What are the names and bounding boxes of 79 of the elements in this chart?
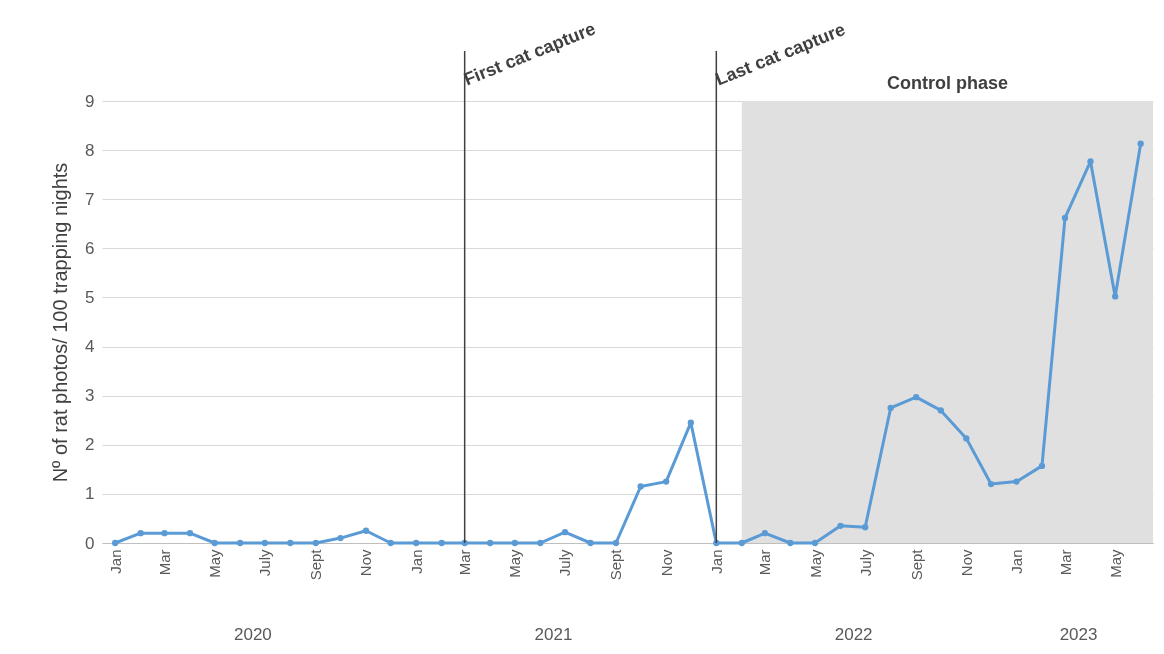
point <box>1013 478 1020 485</box>
point <box>537 539 544 547</box>
y-axis-title: Nº of rat photos/ 100 trapping nights <box>49 162 72 483</box>
point <box>487 539 494 547</box>
x-tick-label: Mar <box>156 549 173 576</box>
point <box>237 539 244 547</box>
point <box>912 393 920 401</box>
point <box>186 530 194 537</box>
x-tick-label: Nov <box>657 549 675 577</box>
y-tick-label: 6 <box>85 238 95 258</box>
point <box>637 483 644 490</box>
point <box>312 539 319 547</box>
y-tick-label: 0 <box>85 533 95 553</box>
x-tick-label: May <box>1106 549 1124 578</box>
point <box>1137 140 1144 147</box>
point <box>587 539 594 547</box>
x-tick-label: Nov <box>957 549 975 577</box>
y-tick-label: 8 <box>85 140 95 160</box>
point <box>337 534 344 542</box>
point <box>1112 293 1119 300</box>
x-tick-label: Jan <box>707 549 725 574</box>
x-tick-label: July <box>556 549 574 577</box>
point <box>261 539 268 547</box>
point <box>112 539 119 547</box>
x-tick-label: May <box>806 549 824 578</box>
x-tick-label: Jan <box>407 549 425 574</box>
x-tick-label: Mar <box>1056 549 1074 576</box>
point <box>937 407 944 414</box>
point <box>1038 462 1046 470</box>
x-tick-label: Mar <box>756 549 774 576</box>
y-tick-label: 2 <box>85 435 95 455</box>
point <box>211 539 218 547</box>
point <box>811 539 819 547</box>
point <box>662 478 670 485</box>
x-tick-label: Sept <box>307 548 325 581</box>
text: 2021 <box>534 625 573 644</box>
point <box>287 539 294 547</box>
band-label: Control phase <box>886 73 1008 93</box>
text: 2020 <box>233 625 272 644</box>
x-tick-label: Sept <box>607 548 625 581</box>
point <box>963 435 970 442</box>
point <box>687 419 694 426</box>
y-tick-label: 5 <box>85 287 95 307</box>
x-tick-label: Jan <box>1007 549 1025 574</box>
point <box>161 530 168 537</box>
y-tick-label: 7 <box>85 189 95 209</box>
text: 2022 <box>834 625 873 644</box>
x-tick-label: Nov <box>357 549 375 577</box>
y-tick-label: 9 <box>85 91 95 111</box>
x-tick-label: May <box>506 549 524 578</box>
point <box>412 539 420 547</box>
x-tick-label: Mar <box>456 549 474 576</box>
point <box>511 539 518 547</box>
y-tick-label: 1 <box>85 484 95 504</box>
point <box>612 539 620 547</box>
point <box>738 539 745 547</box>
x-tick-label: Jan <box>106 549 124 574</box>
text: 2023 <box>1059 625 1098 644</box>
x-tick-label: July <box>256 549 274 577</box>
point <box>761 530 768 537</box>
x-tick-label: May <box>206 549 224 578</box>
x-tick-label: Sept <box>907 548 925 581</box>
x-tick-label: July <box>856 549 874 577</box>
y-tick-label: 3 <box>85 386 95 406</box>
point <box>438 539 445 547</box>
point <box>713 539 720 547</box>
point <box>1087 158 1094 165</box>
point <box>137 530 144 537</box>
point <box>561 529 569 536</box>
point <box>362 527 370 534</box>
point <box>862 524 869 531</box>
point <box>787 539 794 547</box>
point <box>987 480 995 488</box>
point <box>887 404 894 412</box>
point <box>387 539 394 547</box>
point <box>461 539 468 547</box>
y-tick-label: 4 <box>85 337 95 357</box>
point <box>1061 214 1069 222</box>
point <box>837 522 844 529</box>
